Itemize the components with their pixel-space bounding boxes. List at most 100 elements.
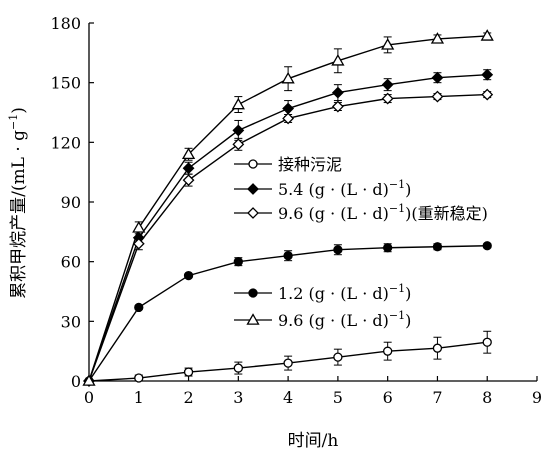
y-tick-label: 60 xyxy=(61,253,81,272)
x-tick-label: 5 xyxy=(333,388,343,407)
data-point xyxy=(181,147,196,160)
legend-item: 9.6 (g · (L · d)−1) xyxy=(234,309,411,330)
x-tick-label: 1 xyxy=(134,388,144,407)
data-point xyxy=(481,88,494,101)
data-point xyxy=(481,68,494,81)
legend-label-main: 接种污泥 xyxy=(278,155,342,174)
data-point xyxy=(331,53,345,66)
data-point xyxy=(482,241,492,251)
data-point xyxy=(381,38,395,50)
legend-label-sup: −1 xyxy=(389,282,405,295)
y-tick-label: 150 xyxy=(50,74,81,93)
legend-label-close: ) xyxy=(405,204,411,223)
data-point xyxy=(480,29,494,41)
data-point xyxy=(381,92,394,105)
legend-label-sup: −1 xyxy=(389,309,405,322)
series-4 xyxy=(82,29,494,386)
legend-label-close: ) xyxy=(405,180,411,199)
legend-label-close: ) xyxy=(405,311,411,330)
x-tick-label: 9 xyxy=(532,388,542,407)
series-3 xyxy=(84,241,492,386)
legend-marker xyxy=(247,207,259,219)
data-point xyxy=(132,221,146,233)
legend-label: 9.6 (g · (L · d)−1) xyxy=(278,309,411,330)
data-point xyxy=(282,112,295,125)
data-point xyxy=(182,162,195,175)
legend-marker xyxy=(248,288,258,298)
data-point xyxy=(383,243,393,253)
y-axis-title-close: ) xyxy=(9,107,29,114)
legend-label-main: 9.6 (g · (L · d) xyxy=(278,311,389,330)
y-tick-label: 0 xyxy=(71,372,81,391)
data-point xyxy=(431,90,444,103)
legend-marker xyxy=(248,159,258,169)
data-point xyxy=(333,352,343,362)
legend-label-close: ) xyxy=(405,284,411,303)
y-axis-title-main: 累积甲烷产量/(mL · g xyxy=(9,130,29,299)
series-layer xyxy=(82,29,494,387)
data-point xyxy=(231,97,245,110)
data-point xyxy=(232,138,245,151)
data-point xyxy=(233,257,243,267)
data-point xyxy=(232,124,245,137)
legend-item: 5.4 (g · (L · d)−1) xyxy=(234,178,411,199)
data-point xyxy=(183,270,194,281)
y-tick-label: 120 xyxy=(50,133,81,152)
series-line xyxy=(88,93,488,382)
data-point xyxy=(134,373,144,383)
data-point xyxy=(331,86,344,99)
legend-label-tail: (重新稳定) xyxy=(411,204,488,223)
legend-label: 9.6 (g · (L · d)−1)(重新稳定) xyxy=(278,202,488,223)
legend-item: 接种污泥 xyxy=(234,155,342,174)
x-tick-label: 8 xyxy=(482,388,492,407)
data-point xyxy=(430,32,445,44)
x-tick-label: 0 xyxy=(84,388,94,407)
y-tick-label: 180 xyxy=(50,14,81,33)
x-tick-label: 3 xyxy=(233,388,243,407)
y-tick-label: 30 xyxy=(61,312,81,331)
x-axis-title: 时间/h xyxy=(288,431,339,451)
legend-label-sup: −1 xyxy=(389,202,405,215)
x-tick-label: 6 xyxy=(383,388,393,407)
legend-label: 接种污泥 xyxy=(278,155,342,174)
y-axis-title-sup: −1 xyxy=(7,114,20,130)
data-point xyxy=(183,367,194,377)
x-tick-label: 4 xyxy=(283,388,293,407)
y-tick-label: 90 xyxy=(61,193,81,212)
data-point xyxy=(432,343,443,353)
data-point xyxy=(381,78,394,91)
data-point xyxy=(331,100,344,113)
legend-label: 5.4 (g · (L · d)−1) xyxy=(278,178,411,199)
data-point xyxy=(431,71,444,84)
data-point xyxy=(132,237,145,250)
data-point xyxy=(283,251,293,261)
legend-marker xyxy=(246,313,260,325)
series-2 xyxy=(83,88,494,387)
legend-marker xyxy=(247,183,259,195)
data-point xyxy=(282,102,295,115)
legend-label-sup: −1 xyxy=(389,178,405,191)
x-tick-label: 7 xyxy=(432,388,442,407)
legend-label-main: 9.6 (g · (L · d) xyxy=(278,204,389,223)
data-point xyxy=(333,245,343,255)
data-point xyxy=(432,242,443,252)
y-axis-title: 累积甲烷产量/(mL · g−1) xyxy=(7,107,29,299)
data-point xyxy=(482,337,492,347)
data-point xyxy=(134,302,144,313)
legend-item: 1.2 (g · (L · d)−1) xyxy=(234,282,411,303)
x-tick-label: 2 xyxy=(183,388,193,407)
legend-label: 1.2 (g · (L · d)−1) xyxy=(278,282,411,303)
data-point xyxy=(82,374,96,386)
data-point xyxy=(383,346,393,356)
legend-label-main: 1.2 (g · (L · d) xyxy=(278,284,389,303)
data-point xyxy=(233,363,243,373)
series-1 xyxy=(83,68,494,387)
data-point xyxy=(283,358,293,368)
data-point xyxy=(281,71,295,84)
data-point xyxy=(182,174,195,187)
legend-label-main: 5.4 (g · (L · d) xyxy=(278,180,389,199)
legend-item: 9.6 (g · (L · d)−1)(重新稳定) xyxy=(234,202,488,223)
